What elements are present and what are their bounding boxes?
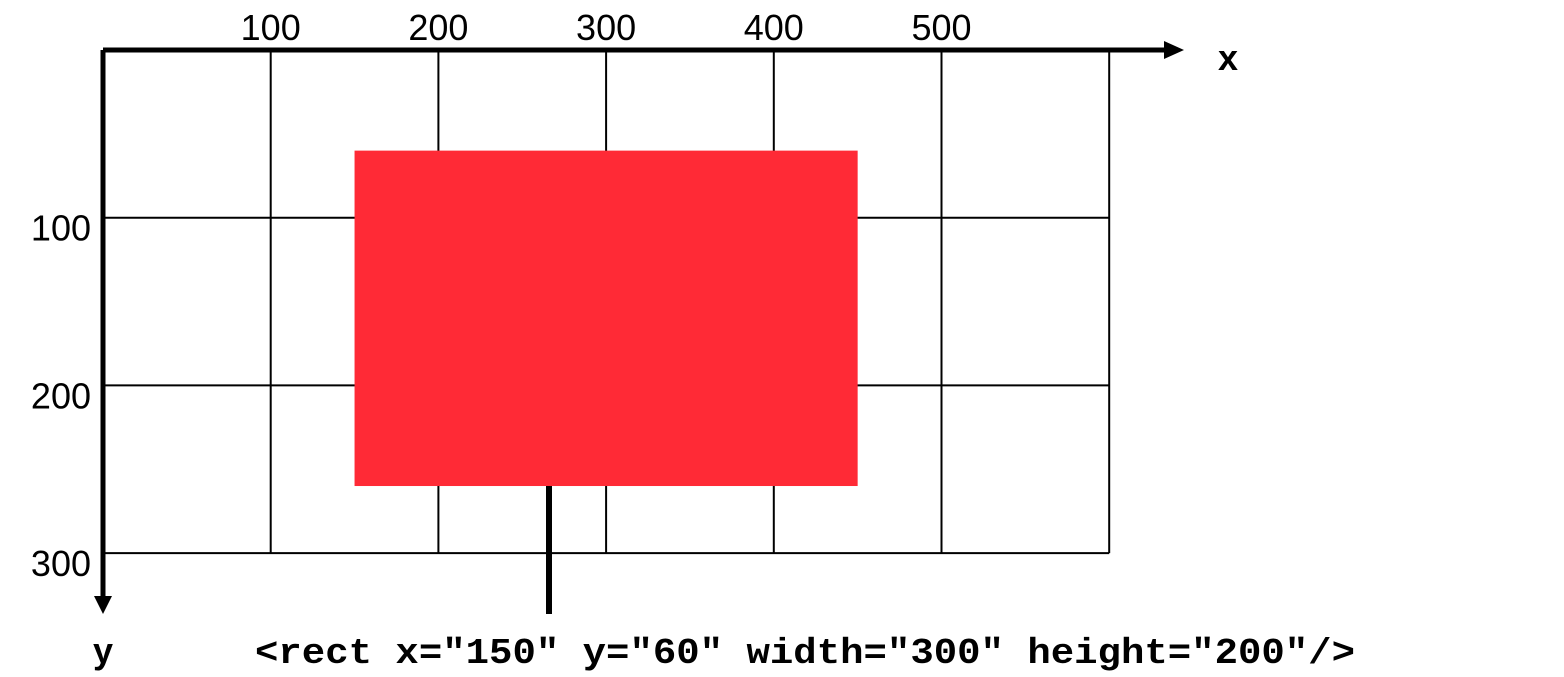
x-tick-label: 300 <box>576 7 636 48</box>
x-tick-label: 500 <box>911 7 971 48</box>
x-axis-name: x <box>1218 37 1238 78</box>
x-tick-label: 200 <box>408 7 468 48</box>
x-tick-label: 100 <box>241 7 301 48</box>
axes <box>94 41 1184 614</box>
rect-code-label: <rect x="150" y="60" width="300" height=… <box>255 633 1355 674</box>
y-tick-label: 100 <box>31 208 91 249</box>
x-tick-label: 400 <box>744 7 804 48</box>
tick-labels: 100 200 300 400 500 100 200 300 <box>31 7 972 584</box>
y-axis-arrowhead <box>94 596 112 614</box>
x-axis-arrowhead <box>1164 41 1184 59</box>
y-tick-label: 200 <box>31 375 91 416</box>
y-axis-name: y <box>93 630 113 671</box>
example-rectangle <box>354 150 858 487</box>
y-tick-label: 300 <box>31 543 91 584</box>
